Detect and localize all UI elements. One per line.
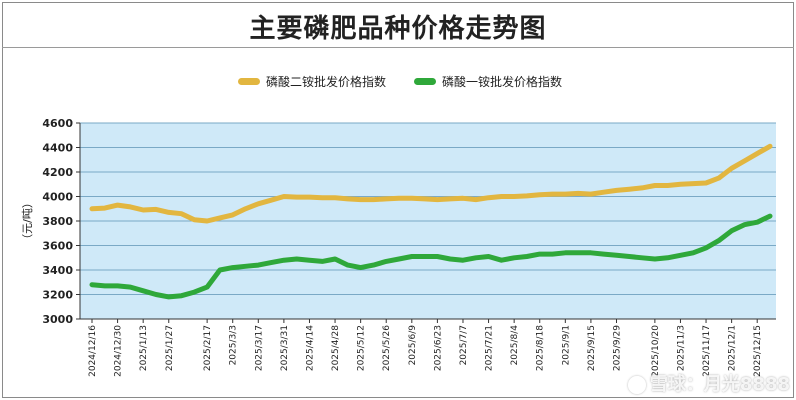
x-tick-label: 2025/6/9 [408, 325, 418, 366]
x-tick-label: 2025/5/26 [382, 325, 392, 371]
legend-label-series-1: 磷酸二铵批发价格指数 [266, 74, 387, 89]
watermark: 雪球：月光8888 [627, 370, 790, 396]
x-tick-label: 2025/8/18 [536, 325, 546, 371]
x-tick-label: 2025/1/13 [139, 325, 149, 371]
x-tick-label: 2024/12/16 [88, 325, 98, 377]
y-tick-label: 4400 [42, 142, 73, 155]
x-tick-label: 2025/3/17 [254, 325, 264, 371]
x-tick-label: 2025/11/17 [702, 325, 712, 377]
x-tick-label: 2025/8/4 [510, 325, 520, 366]
legend-swatch-series-1 [238, 77, 260, 85]
series-line-1 [89, 143, 773, 224]
legend-item-series-2: 磷酸一铵批发价格指数 [414, 73, 562, 90]
x-tick-label: 2025/6/23 [433, 325, 443, 371]
x-tick-label: 2025/9/29 [612, 325, 622, 371]
x-tick-label: 2025/12/1 [728, 325, 738, 371]
legend-item-series-1: 磷酸二铵批发价格指数 [238, 73, 386, 90]
x-tick-label: 2025/2/17 [203, 325, 213, 371]
legend-label-series-2: 磷酸一铵批发价格指数 [442, 74, 563, 89]
y-tick-label: 3400 [42, 264, 73, 277]
x-tick-label: 2025/4/28 [331, 325, 341, 371]
y-tick-label: 4200 [42, 166, 73, 179]
x-tick-label: 2025/5/12 [357, 325, 367, 371]
y-axis-label: （元/吨） [21, 197, 34, 245]
x-tick-label: 2025/4/14 [305, 325, 315, 371]
x-tick-label: 2025/7/21 [485, 325, 495, 371]
x-tick-label: 2025/3/3 [229, 325, 239, 365]
y-tick-label: 3800 [42, 215, 73, 228]
x-tick-label: 2025/9/1 [561, 325, 571, 365]
x-tick-label: 2025/12/15 [753, 325, 763, 377]
y-tick-label: 3000 [42, 313, 73, 326]
x-tick-label: 2025/9/15 [587, 325, 597, 371]
chart-legend: 磷酸二铵批发价格指数 磷酸一铵批发价格指数 [238, 70, 590, 92]
chart-title: 主要磷肥品种价格走势图 [249, 14, 547, 44]
y-tick-label: 3200 [42, 289, 73, 302]
x-tick-label: 2025/10/20 [651, 325, 661, 377]
x-tick-label: 2025/1/27 [165, 325, 175, 371]
title-divider [2, 47, 794, 48]
series-line-2 [89, 213, 773, 300]
x-tick-label: 2025/7/7 [459, 325, 469, 365]
y-tick-label: 4000 [42, 191, 73, 204]
x-tick-label: 2024/12/30 [114, 325, 124, 377]
x-tick-label: 2025/11/3 [676, 325, 686, 371]
watermark-text: 雪球：月光8888 [649, 374, 790, 395]
y-tick-label: 4600 [42, 117, 73, 130]
legend-swatch-series-2 [414, 77, 437, 85]
y-tick-label: 3600 [42, 240, 73, 253]
x-tick-label: 2025/3/31 [280, 325, 290, 371]
snowball-logo-icon [627, 376, 646, 394]
